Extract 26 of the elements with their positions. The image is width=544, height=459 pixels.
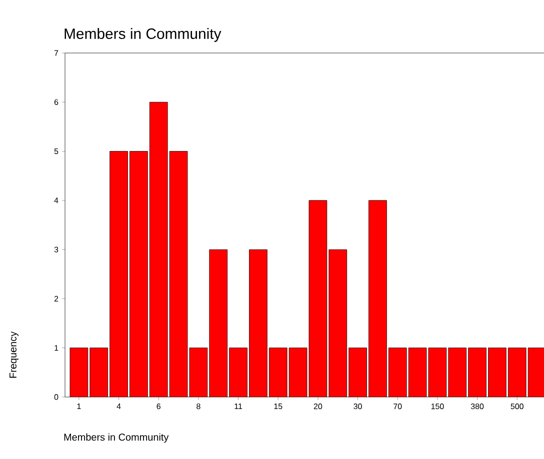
x-axis-title: Members in Community xyxy=(64,433,169,443)
bar xyxy=(209,250,228,397)
bar xyxy=(229,348,248,397)
bar xyxy=(90,348,108,397)
bar xyxy=(189,348,208,397)
bar xyxy=(130,151,148,397)
bar xyxy=(269,348,288,397)
bar xyxy=(170,151,188,397)
bar xyxy=(488,348,506,397)
bar xyxy=(448,348,466,397)
bar xyxy=(508,348,526,397)
bar xyxy=(249,250,268,397)
bar xyxy=(368,200,387,397)
bar xyxy=(150,102,168,397)
bar xyxy=(408,348,426,397)
bar xyxy=(348,348,367,397)
bar xyxy=(110,151,128,397)
bar xyxy=(308,200,327,397)
bar xyxy=(289,348,307,397)
y-axis-title: Frequency xyxy=(10,331,18,378)
chart-title: Members in Community xyxy=(64,28,222,42)
bar xyxy=(388,348,407,397)
bar xyxy=(70,348,88,397)
bar xyxy=(468,348,486,397)
bar xyxy=(328,250,347,397)
bar xyxy=(428,348,446,397)
